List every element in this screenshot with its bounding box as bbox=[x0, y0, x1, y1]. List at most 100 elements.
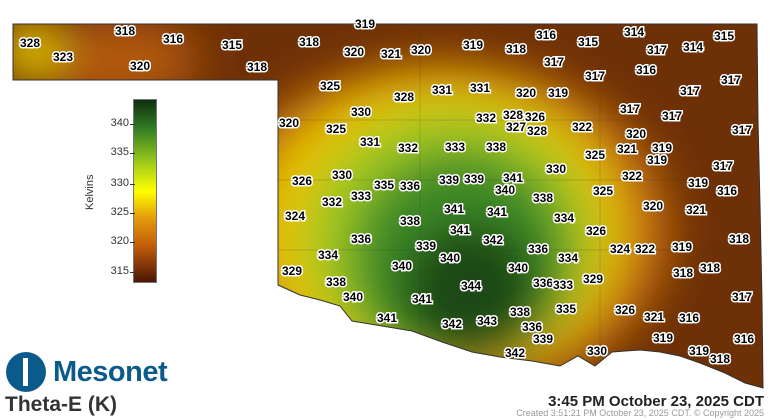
created-note: Created 3:51:21 PM October 23, 2025 CDT.… bbox=[516, 408, 764, 418]
station-value: 326 bbox=[292, 174, 312, 188]
station-value: 319 bbox=[672, 240, 692, 254]
station-value: 340 bbox=[343, 290, 363, 304]
station-value: 318 bbox=[115, 24, 135, 38]
station-value: 330 bbox=[351, 105, 371, 119]
station-value: 341 bbox=[444, 202, 464, 216]
station-value: 321 bbox=[617, 142, 637, 156]
station-value: 332 bbox=[398, 141, 418, 155]
station-value: 341 bbox=[487, 205, 507, 219]
station-value: 318 bbox=[673, 266, 693, 280]
colorbar-tick: 340 bbox=[105, 117, 135, 129]
station-value: 317 bbox=[732, 290, 752, 304]
station-value: 338 bbox=[326, 275, 346, 289]
station-value: 338 bbox=[533, 191, 553, 205]
colorbar-tick: 325 bbox=[105, 206, 135, 218]
station-value: 322 bbox=[622, 169, 642, 183]
station-value: 328 bbox=[503, 108, 523, 122]
station-value: 321 bbox=[381, 47, 401, 61]
station-value: 319 bbox=[689, 344, 709, 358]
station-value: 321 bbox=[644, 310, 664, 324]
station-value: 319 bbox=[652, 141, 672, 155]
station-value: 319 bbox=[463, 38, 483, 52]
station-value: 340 bbox=[495, 183, 515, 197]
station-value: 317 bbox=[620, 102, 640, 116]
station-value: 328 bbox=[20, 36, 40, 50]
station-value: 338 bbox=[400, 214, 420, 228]
station-value: 317 bbox=[713, 159, 733, 173]
station-value: 335 bbox=[556, 302, 576, 316]
station-value: 320 bbox=[411, 43, 431, 57]
station-value: 340 bbox=[440, 251, 460, 265]
station-value: 332 bbox=[322, 195, 342, 209]
station-value: 320 bbox=[516, 86, 536, 100]
station-value: 326 bbox=[586, 224, 606, 238]
station-value: 316 bbox=[536, 28, 556, 42]
station-value: 320 bbox=[643, 199, 663, 213]
colorbar bbox=[133, 99, 157, 283]
station-value: 328 bbox=[394, 90, 414, 104]
station-value: 329 bbox=[583, 272, 603, 286]
station-value: 344 bbox=[461, 279, 481, 293]
station-value: 323 bbox=[53, 50, 73, 64]
station-value: 339 bbox=[439, 173, 459, 187]
map-title: Theta-E (K) bbox=[5, 393, 117, 416]
station-value: 324 bbox=[610, 242, 630, 256]
station-value: 339 bbox=[533, 332, 553, 346]
station-value: 334 bbox=[554, 211, 574, 225]
station-value: 319 bbox=[647, 153, 667, 167]
station-value: 331 bbox=[432, 83, 452, 97]
station-value: 321 bbox=[686, 203, 706, 217]
station-value: 336 bbox=[400, 179, 420, 193]
station-value: 339 bbox=[464, 172, 484, 186]
station-value: 316 bbox=[679, 311, 699, 325]
station-value: 317 bbox=[680, 84, 700, 98]
station-value: 336 bbox=[351, 232, 371, 246]
station-value: 316 bbox=[717, 184, 737, 198]
colorbar-tick: 315 bbox=[105, 265, 135, 277]
station-value: 341 bbox=[450, 223, 470, 237]
station-value: 320 bbox=[344, 45, 364, 59]
station-value: 316 bbox=[636, 63, 656, 77]
station-value: 325 bbox=[593, 184, 613, 198]
station-value: 343 bbox=[477, 314, 497, 328]
station-value: 329 bbox=[282, 264, 302, 278]
station-value: 341 bbox=[377, 311, 397, 325]
station-value: 333 bbox=[553, 278, 573, 292]
station-value: 336 bbox=[522, 320, 542, 334]
station-value: 330 bbox=[546, 162, 566, 176]
station-value: 325 bbox=[320, 79, 340, 93]
station-value: 319 bbox=[548, 86, 568, 100]
station-value: 338 bbox=[510, 305, 530, 319]
logo-text: Mesonet bbox=[53, 355, 168, 388]
station-value: 315 bbox=[578, 35, 598, 49]
station-value: 317 bbox=[544, 55, 564, 69]
station-value: 318 bbox=[247, 60, 267, 74]
station-value: 328 bbox=[527, 124, 547, 138]
colorbar-tick: 330 bbox=[105, 177, 135, 189]
station-value: 314 bbox=[683, 40, 703, 54]
station-value: 319 bbox=[688, 176, 708, 190]
station-value: 342 bbox=[505, 346, 525, 360]
station-value: 320 bbox=[130, 59, 150, 73]
station-value: 339 bbox=[416, 239, 436, 253]
station-value: 341 bbox=[412, 292, 432, 306]
station-value: 333 bbox=[351, 189, 371, 203]
station-value: 316 bbox=[734, 332, 754, 346]
station-value: 314 bbox=[624, 25, 644, 39]
colorbar-label: Kelvins bbox=[84, 174, 96, 210]
station-value: 330 bbox=[332, 168, 352, 182]
station-value: 317 bbox=[662, 109, 682, 123]
colorbar-tick: 320 bbox=[105, 235, 135, 247]
station-value: 334 bbox=[318, 248, 338, 262]
station-value: 334 bbox=[558, 251, 578, 265]
station-value: 342 bbox=[483, 233, 503, 247]
station-value: 326 bbox=[615, 303, 635, 317]
station-value: 318 bbox=[729, 232, 749, 246]
mesonet-logo: Mesonet bbox=[6, 352, 168, 392]
station-value: 325 bbox=[585, 148, 605, 162]
station-value: 341 bbox=[503, 171, 523, 185]
station-value: 327 bbox=[506, 120, 526, 134]
